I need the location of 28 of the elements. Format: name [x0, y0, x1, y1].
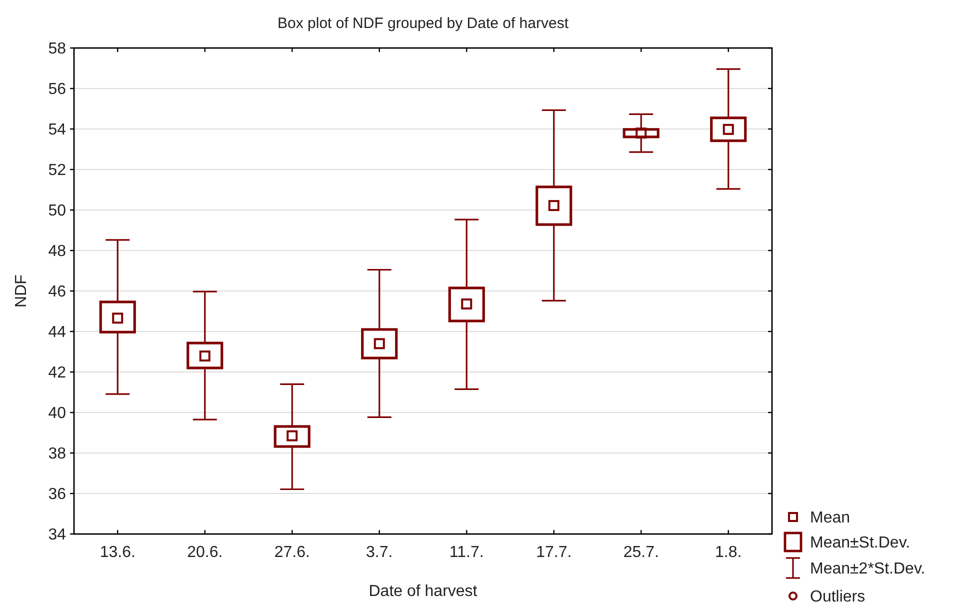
text: Mean±2*St.Dev.: [810, 560, 926, 578]
x-axis-title: Date of harvest: [368, 583, 478, 600]
y-tick-label: 46: [48, 284, 66, 301]
x-tick-label: 17.7.: [536, 544, 572, 561]
y-tick-label: 36: [48, 486, 66, 504]
y-tick-label: 52: [48, 162, 66, 180]
text: Mean: [810, 510, 850, 527]
y-tick-label: 54: [48, 122, 66, 139]
x-tick-label: 3.7.: [366, 544, 393, 561]
x-tick-label: 20.6.: [187, 544, 223, 561]
x-tick-label: 11.7.: [449, 544, 484, 561]
x-tick-label: 1.8.: [715, 544, 742, 561]
y-tick-label: 50: [48, 202, 66, 220]
y-tick-label: 42: [48, 364, 66, 382]
y-tick-label: 48: [48, 243, 66, 260]
y-tick-label: 58: [48, 40, 66, 58]
x-tick-label: 27.6.: [274, 544, 310, 561]
y-tick-label: 34: [48, 526, 66, 544]
y-tick-label: 44: [48, 324, 66, 342]
text: Mean±St.Dev.: [810, 534, 910, 552]
x-tick-label: 13.6.: [100, 544, 136, 561]
y-tick-label: 38: [48, 446, 66, 463]
y-axis-title: NDF: [13, 274, 30, 308]
y-tick-label: 40: [48, 405, 66, 422]
chart-title: Box plot of NDF grouped by Date of harvest: [278, 15, 570, 32]
y-tick-label: 56: [48, 81, 66, 98]
text: Outliers: [810, 588, 866, 603]
x-tick-label: 25.7.: [623, 544, 659, 561]
